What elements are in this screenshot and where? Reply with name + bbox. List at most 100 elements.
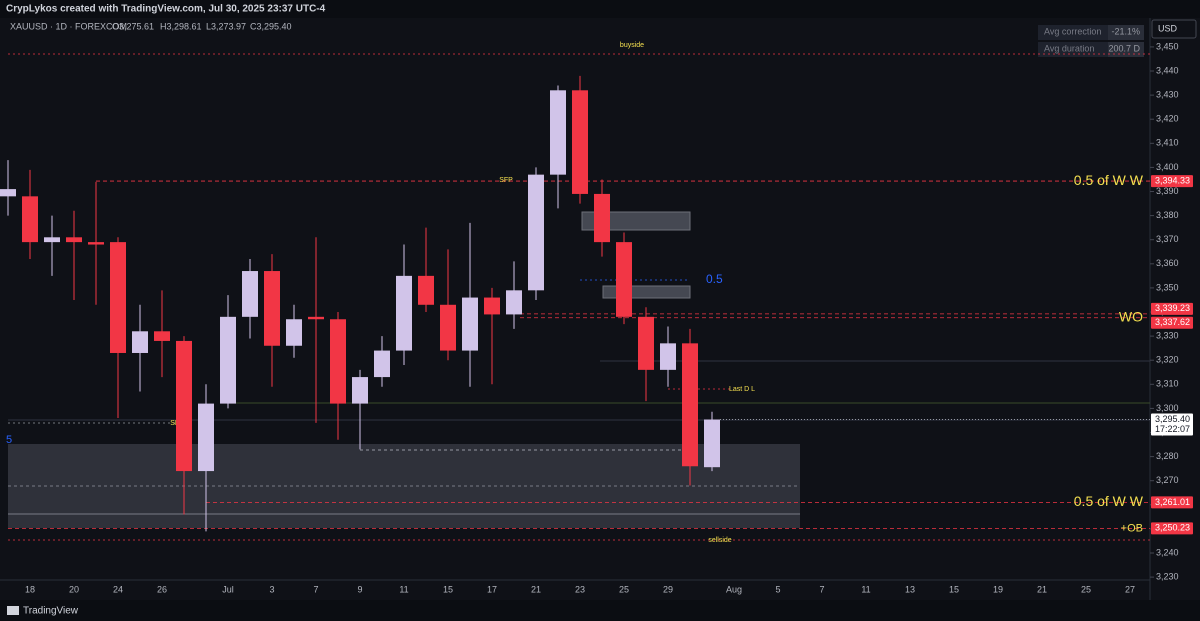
x-tick-label: 25 (619, 584, 629, 594)
candle-body (198, 403, 214, 472)
currency: USD (1158, 23, 1178, 33)
candle-body (682, 343, 698, 467)
tv-logo (7, 606, 19, 615)
annotation: Last D L (729, 386, 755, 393)
candle-body (66, 237, 82, 243)
stat-value: 200.7 D (1108, 43, 1140, 53)
x-tick-label: 15 (443, 584, 453, 594)
candle-body (704, 419, 720, 468)
candle-body (220, 316, 236, 404)
candle-body (176, 340, 192, 472)
candle-body (132, 331, 148, 353)
x-tick-label: 21 (1037, 584, 1047, 594)
annotation: SFP (499, 177, 513, 184)
price-tag-label: 3,250.23 (1155, 523, 1190, 533)
credit: CrypLykos created with TradingView.com, … (6, 4, 326, 15)
x-tick-label: 23 (575, 584, 585, 594)
y-tick-label: 3,440 (1156, 65, 1179, 75)
price-tag (1151, 496, 1193, 509)
x-tick-label: 11 (399, 584, 408, 594)
price-tag (1151, 302, 1193, 315)
ohlc-value: C3,295.40 (250, 21, 292, 31)
level-text: 0.5 of W W (1074, 493, 1144, 509)
footer-brand: TradingView (23, 606, 79, 617)
annotation: buyside (620, 42, 644, 49)
y-tick-label: 3,410 (1156, 138, 1179, 148)
candle-body (264, 271, 280, 346)
y-tick-label: 3,280 (1156, 451, 1179, 461)
x-tick-label: 19 (993, 584, 1003, 594)
y-tick-label: 3,420 (1156, 114, 1179, 124)
ohlc-value: O3,275.61 (112, 21, 154, 31)
candle-body (418, 275, 434, 305)
candle-body (638, 316, 654, 370)
x-tick-label: 20 (69, 584, 79, 594)
candle-body (0, 189, 16, 197)
candle-body (462, 297, 478, 351)
price-tag-label: 3,261.01 (1155, 497, 1190, 507)
x-tick-label: 17 (487, 584, 497, 594)
level-text: +OB (1121, 522, 1143, 534)
symbol: XAUUSD · 1D · FOREXCOM (10, 21, 127, 31)
y-tick-label: 3,310 (1156, 379, 1179, 389)
ohlc-value: L3,273.97 (206, 21, 246, 31)
candle-body (594, 193, 610, 243)
candle-body (396, 275, 412, 351)
x-tick-label: 13 (905, 584, 915, 594)
candle-body (286, 319, 302, 346)
candle-body (110, 242, 126, 353)
annotation: 0.5 (706, 272, 723, 286)
x-tick-label: 3 (269, 584, 274, 594)
stat-box (1108, 25, 1144, 40)
stat-label: Avg correction (1044, 26, 1101, 36)
level-text: WO (1119, 308, 1143, 324)
y-tick-label: 3,230 (1156, 571, 1179, 581)
price-tag-label: 3,295.40 (1155, 414, 1190, 424)
candle-body (484, 297, 500, 315)
countdown: 17:22:07 (1155, 424, 1190, 434)
price-tag (1151, 413, 1193, 436)
stat-box (1038, 25, 1108, 40)
candle-body (440, 304, 456, 351)
x-tick-label: 29 (663, 584, 673, 594)
annotation: sellside (708, 537, 731, 544)
stat-box (1108, 42, 1144, 57)
x-tick-label: 18 (25, 584, 35, 594)
x-tick-label: 26 (157, 584, 167, 594)
candle-body (154, 331, 170, 341)
price-tag (1151, 316, 1193, 329)
candle-body (616, 242, 632, 317)
currency-box[interactable] (1151, 19, 1197, 39)
x-tick-label: 25 (1081, 584, 1091, 594)
y-tick-label: 3,360 (1156, 258, 1179, 268)
x-tick-label: 15 (949, 584, 959, 594)
y-tick-label: 3,240 (1156, 547, 1179, 557)
y-tick-label: 3,370 (1156, 234, 1179, 244)
candle-body (660, 343, 676, 370)
x-tick-label: 7 (819, 584, 824, 594)
level-text: 0.5 of W W (1074, 172, 1144, 188)
x-tick-label: 7 (313, 584, 318, 594)
candle-body (242, 271, 258, 317)
candle-body (44, 237, 60, 243)
candle-body (528, 174, 544, 291)
y-tick-label: 3,430 (1156, 89, 1179, 99)
x-tick-label: 21 (531, 584, 541, 594)
annotation: 5 (6, 434, 12, 446)
candle-body (550, 90, 566, 175)
x-tick-label: 9 (357, 584, 362, 594)
ohlc-value: H3,298.61 (160, 21, 202, 31)
candle-body (330, 319, 346, 404)
price-tag (1151, 522, 1193, 535)
x-tick-label: 24 (113, 584, 123, 594)
price-tag-label: 3,337.62 (1155, 317, 1190, 327)
stat-label: Avg duration (1044, 43, 1094, 53)
candle-body (352, 377, 368, 404)
x-tick-label: 27 (1125, 584, 1135, 594)
stat-box (1038, 42, 1108, 57)
y-tick-label: 3,320 (1156, 355, 1179, 365)
y-tick-label: 3,270 (1156, 475, 1179, 485)
y-tick-label: 3,380 (1156, 210, 1179, 220)
